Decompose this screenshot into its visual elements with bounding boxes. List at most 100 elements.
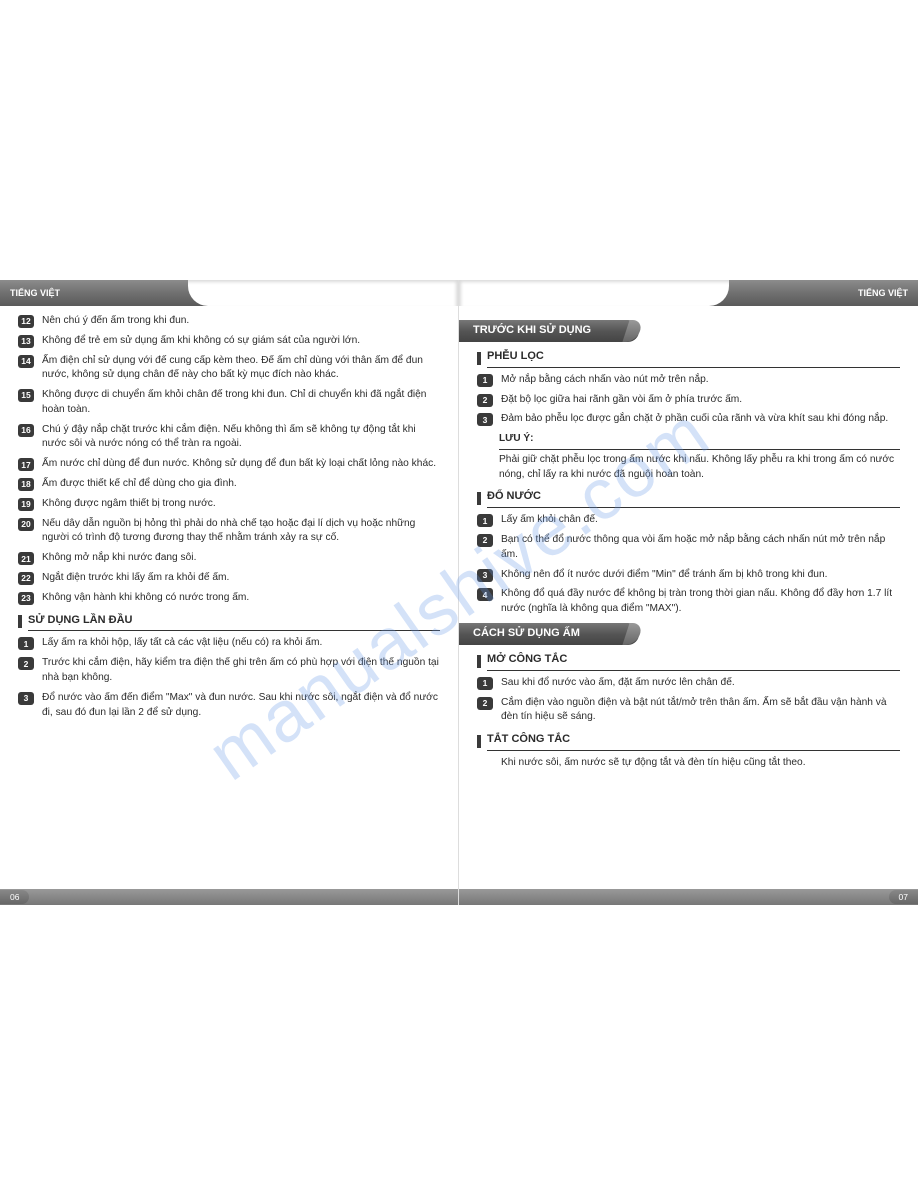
footer-right: 07 [459,889,918,905]
header-bar-left: TIẾNG VIỆT [0,280,458,306]
numbered-item: 3 Đảm bảo phễu lọc được gắn chặt ở phần c… [477,412,900,427]
item-text: Ấm điện chỉ sử dụng với đế cung cấp kèm … [42,354,440,384]
number-badge: 22 [18,572,34,585]
item-text: Sau khi đổ nước vào ấm, đặt ấm nước lên … [501,676,900,691]
numbered-item: 1 Lấy ấm ra khỏi hộp, lấy tất cả các vật … [18,636,440,651]
number-badge: 3 [18,692,34,705]
numbered-item: 2 Cắm điện vào nguồn điện và bật nút tắt/… [477,696,900,726]
number-badge: 1 [477,514,493,527]
switch-on-title: MỞ CÔNG TẮC [487,652,900,671]
section-bar-icon [477,655,481,668]
section-before-use: TRƯỚC KHI SỬ DỤNG [459,320,639,342]
number-badge: 18 [18,478,34,491]
numbered-item: 14 Ấm điện chỉ sử dụng với đế cung cấp kè… [18,354,440,384]
item-text: Không được ngâm thiết bị trong nước. [42,497,440,512]
number-badge: 2 [477,534,493,547]
item-text: Không đổ quá đầy nước để không bị tràn t… [501,587,900,617]
item-text: Bạn có thể đổ nước thông qua vòi ấm hoặc… [501,533,900,563]
section-howto: CÁCH SỬ DỤNG ẤM [459,623,639,645]
numbered-item: 23Không vận hành khi không có nước trong… [18,591,440,606]
item-text: Không được di chuyển ấm khỏi chân đế tro… [42,388,440,418]
numbered-item: 2Trước khi cắm điện, hãy kiểm tra điện t… [18,656,440,686]
item-text: Không để trẻ em sử dụng ấm khi không có … [42,334,440,349]
page-left: TIẾNG VIỆT 12 Nên chú ý đến ấm trong khi … [0,280,459,905]
section-switch-off: TẮT CÔNG TẮC [477,732,900,751]
number-badge: 19 [18,498,34,511]
switch-off-title: TẮT CÔNG TẮC [487,732,900,751]
item-text: Đổ nước vào ấm đến điểm "Max" và đun nướ… [42,691,440,721]
section-switch-on: MỞ CÔNG TẮC [477,652,900,671]
numbered-item: 15 Không được di chuyển ấm khỏi chân đế t… [18,388,440,418]
item-text: Ấm được thiết kế chỉ để dùng cho gia đìn… [42,477,440,492]
numbered-item: 4 Không đổ quá đầy nước để không bị tràn … [477,587,900,617]
header-curve-right [459,280,729,306]
number-badge: 16 [18,424,34,437]
item-text: Ấm nước chỉ dùng để đun nước. Không sử d… [42,457,440,472]
numbered-item: 1 Lấy ấm khỏi chân đế. [477,513,900,528]
numbered-item: 20 Nếu dây dẫn nguồn bị hỏng thì phải do … [18,517,440,547]
numbered-item: 13 Không để trẻ em sử dụng ấm khi không c… [18,334,440,349]
numbered-item: 18 Ấm được thiết kế chỉ để dùng cho gia đ… [18,477,440,492]
item-text: Đảm bảo phễu lọc được gắn chặt ở phần cu… [501,412,900,427]
section-pour: ĐỔ NƯỚC [477,489,900,508]
page-right: TIẾNG VIỆT TRƯỚC KHI SỬ DỤNG PHỄU LỌC 1M… [459,280,918,905]
item-text: Ngắt điện trước khi lấy ấm ra khỏi đế ấm… [42,571,440,586]
number-badge: 1 [477,677,493,690]
note-box: LƯU Ý: Phải giữ chặt phễu lọc trong ấm n… [499,432,900,482]
section-bar-icon [477,492,481,505]
section-bar-icon [18,615,22,628]
header-bar-right: TIẾNG VIỆT [459,280,918,306]
first-use-title: SỬ DỤNG LẦN ĐẦU [28,613,440,632]
number-badge: 12 [18,315,34,328]
numbered-item: 19 Không được ngâm thiết bị trong nước. [18,497,440,512]
number-badge: 3 [477,413,493,426]
number-badge: 15 [18,389,34,402]
item-text: Không mở nắp khi nước đang sôi. [42,551,440,566]
section-bar-icon [477,735,481,748]
section-bar-icon [477,352,481,365]
header-curve-left [188,280,458,306]
number-badge: 14 [18,355,34,368]
switch-off-text: Khi nước sôi, ấm nước sẽ tự động tắt và … [501,756,900,771]
number-badge: 4 [477,588,493,601]
item-text: Không vận hành khi không có nước trong ấ… [42,591,440,606]
number-badge: 2 [477,394,493,407]
lang-label-right: TIẾNG VIỆT [848,280,918,306]
manual-spread: TIẾNG VIỆT 12Nên chú ý đến ấm trong khi … [0,280,918,905]
footer-left: 06 [0,889,458,905]
filter-title: PHỄU LỌC [487,349,900,368]
content-right: TRƯỚC KHI SỬ DỤNG PHỄU LỌC 1 Mở nắp bằng … [459,306,918,889]
item-text: Trước khi cắm điện, hãy kiểm tra điện th… [42,656,440,686]
numbered-item: 16 Chú ý đậy nắp chặt trước khi cắm điện.… [18,423,440,453]
content-left: 12Nên chú ý đến ấm trong khi đun.13Không… [0,306,458,889]
item-text: Nên chú ý đến ấm trong khi đun. [42,314,440,329]
numbered-item: 12 Nên chú ý đến ấm trong khi đun. [18,314,440,329]
item-text: Nếu dây dẫn nguồn bị hỏng thì phải do nh… [42,517,440,547]
number-badge: 1 [477,374,493,387]
section-first-use: SỬ DỤNG LẦN ĐẦU [18,613,440,632]
numbered-item: 22 Ngắt điện trước khi lấy ấm ra khỏi đế … [18,571,440,586]
item-text: Mở nắp bằng cách nhấn vào nút mở trên nắ… [501,373,900,388]
number-badge: 20 [18,518,34,531]
page-number-right: 07 [889,890,918,904]
item-text: Lấy ấm ra khỏi hộp, lấy tất cả các vật l… [42,636,440,651]
numbered-item: 2 Bạn có thể đổ nước thông qua vòi ấm hoặ… [477,533,900,563]
pour-title: ĐỔ NƯỚC [487,489,900,508]
page-number-left: 06 [0,890,29,904]
number-badge: 1 [18,637,34,650]
numbered-item: 17Ấm nước chỉ dùng để đun nước. Không sử… [18,457,440,472]
number-badge: 2 [477,697,493,710]
number-badge: 13 [18,335,34,348]
numbered-item: 21 Không mở nắp khi nước đang sôi. [18,551,440,566]
note-text: Phải giữ chặt phễu lọc trong ấm nước khi… [499,453,900,483]
item-text: Đặt bộ lọc giữa hai rãnh gần vòi ấm ở ph… [501,393,900,408]
numbered-item: 1 Sau khi đổ nước vào ấm, đặt ấm nước lên… [477,676,900,691]
number-badge: 21 [18,552,34,565]
item-text: Chú ý đậy nắp chặt trước khi cắm điện. N… [42,423,440,453]
item-text: Cắm điện vào nguồn điện và bật nút tắt/m… [501,696,900,726]
note-label: LƯU Ý: [499,432,900,450]
number-badge: 3 [477,569,493,582]
numbered-item: 1 Mở nắp bằng cách nhấn vào nút mở trên n… [477,373,900,388]
numbered-item: 2 Đặt bộ lọc giữa hai rãnh gần vòi ấm ở p… [477,393,900,408]
item-text: Lấy ấm khỏi chân đế. [501,513,900,528]
